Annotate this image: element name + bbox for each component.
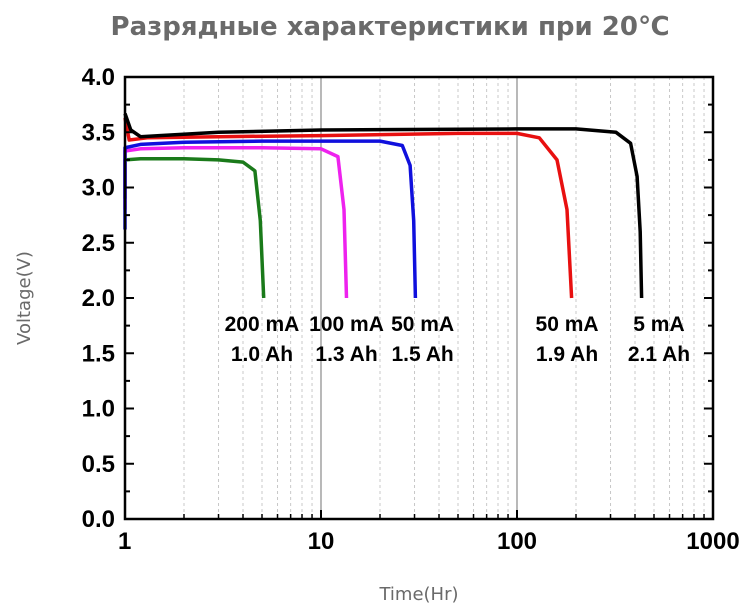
chart-title: Разрядные характеристики при 20℃ [111,12,670,42]
x-tick-label: 10 [308,528,335,555]
annotation-line: 1.5 Ah [392,343,454,366]
x-axis-title: Time(Hr) [378,584,458,605]
y-tick-label: 3.0 [82,175,115,202]
annotation-line: 50 mA [536,313,599,336]
series-line-5 [123,112,644,299]
y-tick-label: 4.0 [82,64,115,91]
y-tick-label: 0.0 [82,506,115,533]
annotation-line: 200 mA [225,313,300,336]
series-line-1 [123,157,266,299]
annotation-line: 50 mA [391,313,454,336]
y-axis-title: Voltage(V) [14,251,35,345]
y-tick-label: 3.5 [82,119,115,146]
series-line-4 [123,117,574,299]
annotation-5: 5 mA 2.1 Ah [628,313,690,366]
annotation-1: 200 mA 1.0 Ah [225,313,300,366]
y-tick-label: 1.5 [82,340,115,367]
x-tick-label: 1 [118,528,131,555]
annotation-line: 2.1 Ah [628,343,690,366]
grid [183,77,705,519]
annotation-2: 100 mA 1.3 Ah [309,313,384,366]
annotation-4: 50 mA 1.9 Ah [536,313,599,366]
series-group [123,112,644,299]
annotation-line: 1.3 Ah [315,343,377,366]
y-tick-label: 2.5 [82,230,115,257]
annotation-3: 50 mA 1.5 Ah [391,313,454,366]
y-tick-label: 1.0 [82,396,115,423]
annotation-line: 1.0 Ah [231,343,293,366]
x-tick-label: 100 [497,528,537,555]
axis-ticks: 0.0 0.5 1.0 1.5 2.0 2.5 3.0 3.5 4.0 1 10 100 1000 [82,64,740,555]
y-tick-label: 2.0 [82,285,115,312]
annotation-line: 100 mA [309,313,384,336]
y-tick-label: 0.5 [82,451,115,478]
series-line-2 [123,145,349,299]
annotation-line: 5 mA [633,313,684,336]
x-tick-label: 1000 [686,528,739,555]
annotation-line: 1.9 Ah [536,343,598,366]
series-line-3 [123,139,418,299]
